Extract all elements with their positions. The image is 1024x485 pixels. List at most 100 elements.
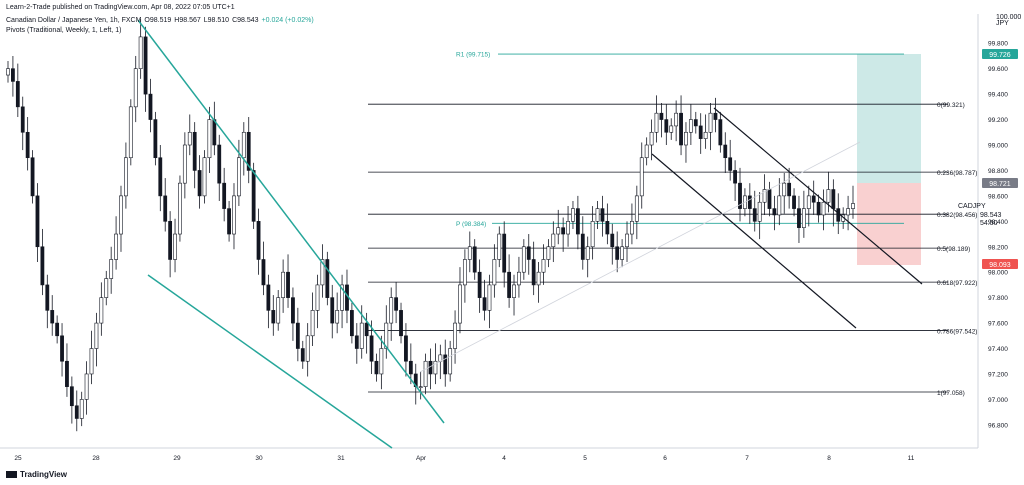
- long-position-target-zone[interactable]: [857, 54, 921, 183]
- candle-body: [757, 201, 762, 222]
- candle-body: [433, 360, 438, 375]
- entry-price-badge: 98.721: [982, 178, 1018, 188]
- candle-body: [384, 322, 389, 349]
- candle-body: [831, 189, 836, 209]
- ohlc-high: H98.567: [174, 17, 201, 24]
- candle-body: [364, 322, 369, 337]
- candle-body: [394, 297, 399, 311]
- price-tick-label: 96.800: [988, 422, 1008, 429]
- candle-body: [477, 271, 482, 298]
- candle-body: [408, 360, 413, 375]
- candle-body: [69, 386, 74, 407]
- candle-body: [605, 221, 610, 235]
- candle-body: [713, 112, 718, 120]
- candle-body: [119, 195, 123, 235]
- descending-channel-upper-line[interactable]: [713, 107, 923, 285]
- candle-body: [634, 195, 639, 222]
- candle-body: [851, 203, 855, 209]
- candle-body: [133, 68, 138, 108]
- bar-countdown: 54:50: [980, 220, 998, 227]
- time-axis[interactable]: 25 28 29 30 31 Apr 4 5 6 7 8 11: [14, 455, 914, 462]
- stop-price-badge: 98.093: [982, 259, 1018, 269]
- trend-guide-line: [419, 141, 861, 373]
- candle-body: [728, 157, 733, 171]
- ohlc-change: +0.024 (+0.02%): [261, 17, 314, 24]
- candle-body: [354, 335, 359, 349]
- candle-body: [448, 348, 453, 375]
- candle-body: [359, 322, 364, 349]
- candle-body: [546, 246, 551, 260]
- target-price-badge: 99.726: [982, 49, 1018, 59]
- candle-body: [659, 112, 664, 120]
- candle-body: [153, 119, 158, 159]
- candle-body: [207, 119, 212, 159]
- fib-level-label: 0.618(97.922): [937, 280, 977, 287]
- price-tick-label: 97.200: [988, 371, 1008, 378]
- candle-body: [767, 189, 772, 209]
- candle-body: [551, 233, 556, 248]
- candle-body: [610, 233, 615, 248]
- candle-body: [561, 227, 566, 235]
- axis-currency-unit: JPY: [996, 20, 1009, 27]
- candle-body: [295, 322, 300, 349]
- pivot-label-r1: R1 (99.715): [456, 52, 490, 59]
- candle-body: [620, 246, 624, 260]
- candle-body: [300, 348, 305, 362]
- candle-body: [526, 246, 531, 260]
- last-price-label: 98.543: [980, 212, 1002, 219]
- candle-body: [792, 195, 796, 209]
- descending-channel-lower-line[interactable]: [651, 153, 857, 329]
- candle-body: [482, 297, 487, 311]
- tradingview-icon: [6, 471, 17, 479]
- time-tick-label: Apr: [416, 455, 427, 462]
- fibonacci-retracement[interactable]: 0(99.321) 0.236(98.787) 0.382(98.456) 0.5(9…: [368, 102, 977, 397]
- tradingview-logo[interactable]: TradingView: [6, 470, 67, 479]
- price-tick-label: 98.600: [988, 193, 1008, 200]
- candle-body: [349, 310, 354, 337]
- candle-body: [801, 208, 806, 228]
- candle-body: [654, 112, 659, 133]
- candle-body: [163, 195, 168, 222]
- price-tick-label: 97.400: [988, 346, 1008, 353]
- price-tick-label: 98.000: [988, 270, 1008, 277]
- candle-body: [752, 208, 757, 222]
- symbol-legend: Canadian Dollar / Japanese Yen, 1h, FXCM…: [6, 17, 317, 24]
- candle-body: [6, 68, 10, 76]
- candle-body: [291, 297, 295, 324]
- pivot-levels: R1 (99.715) P (98.384): [456, 52, 904, 228]
- candle-body: [20, 106, 25, 133]
- candle-body: [374, 360, 379, 375]
- candle-body: [35, 195, 40, 248]
- candle-body: [251, 170, 256, 222]
- candle-body: [787, 182, 792, 197]
- candle-body: [517, 271, 521, 286]
- time-tick-label: 6: [663, 455, 667, 462]
- candle-body: [94, 322, 99, 349]
- long-position-stop-zone[interactable]: [857, 183, 921, 265]
- candle-body: [531, 259, 536, 286]
- fib-level-label: 1(97.058): [937, 390, 965, 397]
- ohlc-close: C98.543: [232, 17, 259, 24]
- candle-body: [703, 131, 708, 139]
- candle-body: [286, 271, 290, 298]
- candle-body: [684, 131, 688, 146]
- candle-body: [241, 131, 246, 159]
- candle-body: [45, 284, 50, 311]
- indicator-legend[interactable]: Pivots (Traditional, Weekly, 1, Left, 1): [6, 27, 122, 34]
- candle-body: [305, 335, 310, 362]
- candle-body: [271, 310, 276, 324]
- candle-body: [276, 297, 281, 324]
- time-tick-label: 25: [14, 455, 22, 462]
- candle-body: [669, 125, 674, 133]
- candle-body: [458, 284, 462, 324]
- candle-body: [84, 373, 89, 400]
- fib-level-label: 0.236(98.787): [937, 170, 977, 177]
- price-axis[interactable]: 96.800 97.000 97.200 97.400 97.600 97.800 98.0…: [988, 41, 1008, 430]
- candle-body: [590, 221, 595, 248]
- falling-wedge-upper-line[interactable]: [137, 19, 445, 424]
- candle-body: [733, 170, 737, 184]
- falling-wedge-lower-line[interactable]: [147, 274, 393, 449]
- time-tick-label: 31: [337, 455, 345, 462]
- candle-body: [639, 157, 644, 197]
